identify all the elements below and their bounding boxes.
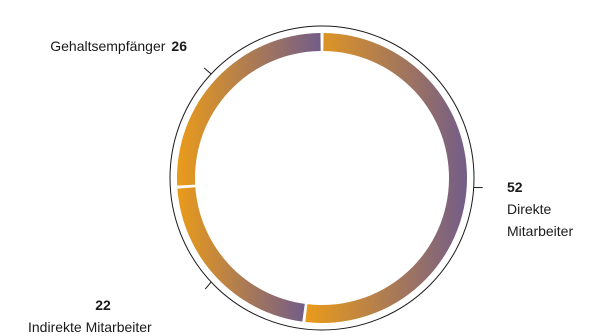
slice-label-indirekte-mitarbeiter: Indirekte Mitarbeiter: [28, 319, 152, 335]
slice-value-indirekte-mitarbeiter: 22: [95, 297, 111, 313]
label-gehaltsempfaenger: Gehaltsempfänger 26: [50, 37, 187, 55]
slice-value-gehaltsempfaenger: 26: [171, 38, 187, 54]
outline-ring: [169, 25, 475, 331]
slice-label-gehaltsempfaenger: Gehaltsempfänger: [50, 38, 166, 54]
slice-label-direkte-mitarbeiter: Direkte Mitarbeiter: [507, 201, 574, 239]
leader-line: [204, 281, 212, 290]
slice-direkte-mitarbeiter: [305, 33, 468, 324]
slice-gehaltsempf-nger: [177, 33, 321, 186]
leader-line: [203, 67, 212, 75]
slice-value-direkte-mitarbeiter: 52: [507, 179, 523, 195]
label-direkte-mitarbeiter: 52 Direkte Mitarbeiter: [507, 178, 593, 242]
label-indirekte-mitarbeiter: 22 Indirekte Mitarbeiter: [28, 296, 178, 336]
slice-indirekte-mitarbeiter: [177, 187, 305, 322]
